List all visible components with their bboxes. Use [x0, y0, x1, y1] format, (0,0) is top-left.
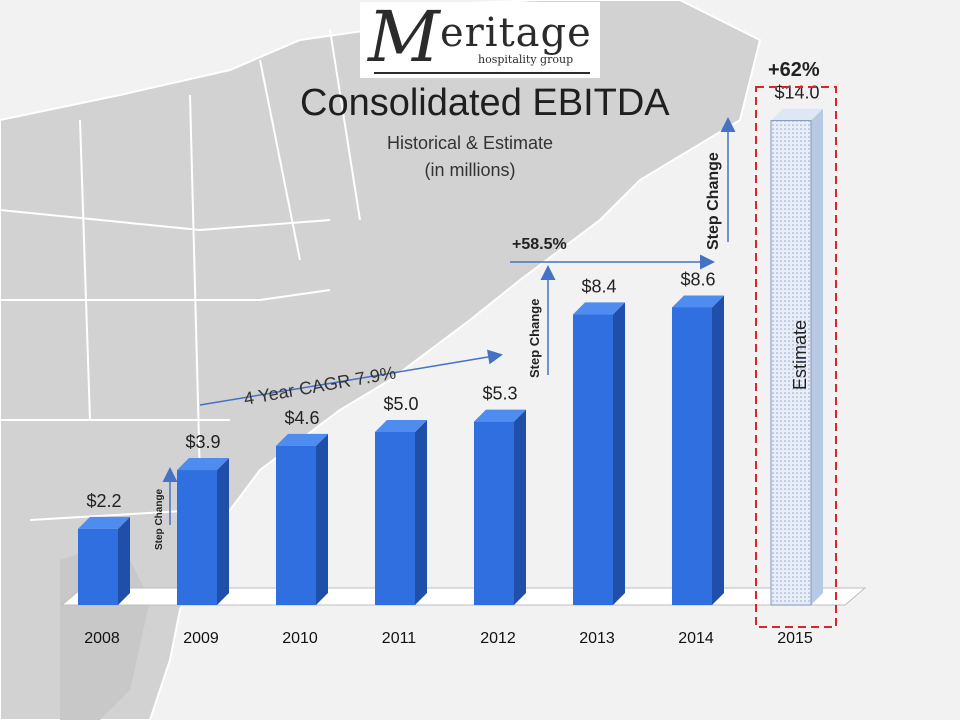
bar-2010-side: [316, 433, 328, 605]
bar-2011: [375, 420, 427, 605]
bar-2012-top: [474, 409, 526, 422]
bar-2011-front: [375, 432, 415, 605]
bar-2015-front: [770, 120, 812, 606]
company-logo: M eritage hospitality group: [360, 0, 600, 78]
bar-2015-top: [771, 108, 823, 121]
bar-2010-top: [276, 433, 328, 446]
bar-2013-side: [613, 302, 625, 605]
bar-2014: [672, 295, 724, 605]
value-label-2012: $5.3: [482, 384, 517, 404]
bar-2012-side: [514, 409, 526, 605]
chart-subtitle-line2: (in millions): [424, 160, 516, 180]
x-tick-2009: 2009: [183, 630, 219, 647]
bar-2015: [770, 108, 823, 606]
bar-2008-side: [118, 516, 130, 605]
x-tick-2015: 2015: [777, 630, 813, 647]
bar-2012: [474, 409, 526, 605]
pct-label-2015: +62%: [768, 59, 820, 81]
value-label-2008: $2.2: [86, 491, 121, 511]
x-tick-2013: 2013: [579, 630, 615, 647]
value-label-2013: $8.4: [581, 276, 616, 296]
estimate-highlight-box: [755, 86, 837, 628]
bar-2013-top: [573, 302, 625, 315]
estimate-label: Estimate: [790, 320, 810, 390]
bar-2009-front: [177, 470, 217, 605]
step-change-label-2009: Step Change: [154, 488, 165, 550]
step-change-label-2015: Step Change: [705, 152, 722, 250]
cagr-arrow: [199, 349, 503, 406]
x-tick-2008: 2008: [84, 630, 120, 647]
bar-2010: [276, 433, 328, 605]
value-label-2014: $8.6: [680, 269, 715, 289]
bar-2013-front: [573, 314, 613, 605]
bar-2014-top: [672, 295, 724, 308]
logo-underline: [374, 72, 590, 74]
x-tick-2011: 2011: [382, 630, 417, 647]
bar-2012-front: [474, 421, 514, 605]
bar-group: [78, 108, 823, 606]
bar-2010-front: [276, 445, 316, 605]
bar-2014-side: [712, 295, 724, 605]
x-tick-2014: 2014: [678, 630, 714, 647]
pct-label-2013: +58.5%: [512, 236, 567, 253]
value-label-2011: $5.0: [383, 394, 418, 414]
step-change-label-2013: Step Change: [527, 299, 542, 378]
bar-2008-top: [78, 516, 130, 529]
bar-2011-side: [415, 420, 427, 605]
bar-2009-top: [177, 458, 229, 471]
value-label-2015: $14.0: [774, 83, 819, 103]
bar-2013: [573, 302, 625, 605]
logo-initial: M: [368, 0, 440, 78]
bar-2009-side: [217, 458, 229, 605]
bar-2015-side: [811, 108, 823, 605]
bar-2011-top: [375, 420, 427, 432]
cagr-label: 4 Year CAGR 7.9%: [242, 362, 397, 408]
chart-subtitle-line1: Historical & Estimate: [386, 133, 554, 153]
logo-word: eritage: [440, 10, 592, 56]
value-label-2010: $4.6: [284, 408, 319, 428]
page-title: Consolidated EBITDA: [300, 82, 670, 124]
bar-2008-front: [78, 528, 118, 605]
x-tick-2010: 2010: [282, 630, 318, 647]
bar-2014-front: [672, 307, 712, 605]
map-state-lines: [0, 29, 361, 521]
logo-tagline: hospitality group: [478, 53, 574, 66]
x-tick-2012: 2012: [480, 630, 516, 647]
value-labels: $2.2 $3.9 $4.6 $5.0 $5.3 $8.4 $8.6 $14.0: [86, 83, 819, 511]
bar-2008: [78, 516, 130, 605]
value-label-2009: $3.9: [185, 432, 220, 452]
x-axis: 2008 2009 2010 2011 2012 2013 2014 2015: [84, 630, 813, 647]
bar-2009: [177, 458, 229, 605]
